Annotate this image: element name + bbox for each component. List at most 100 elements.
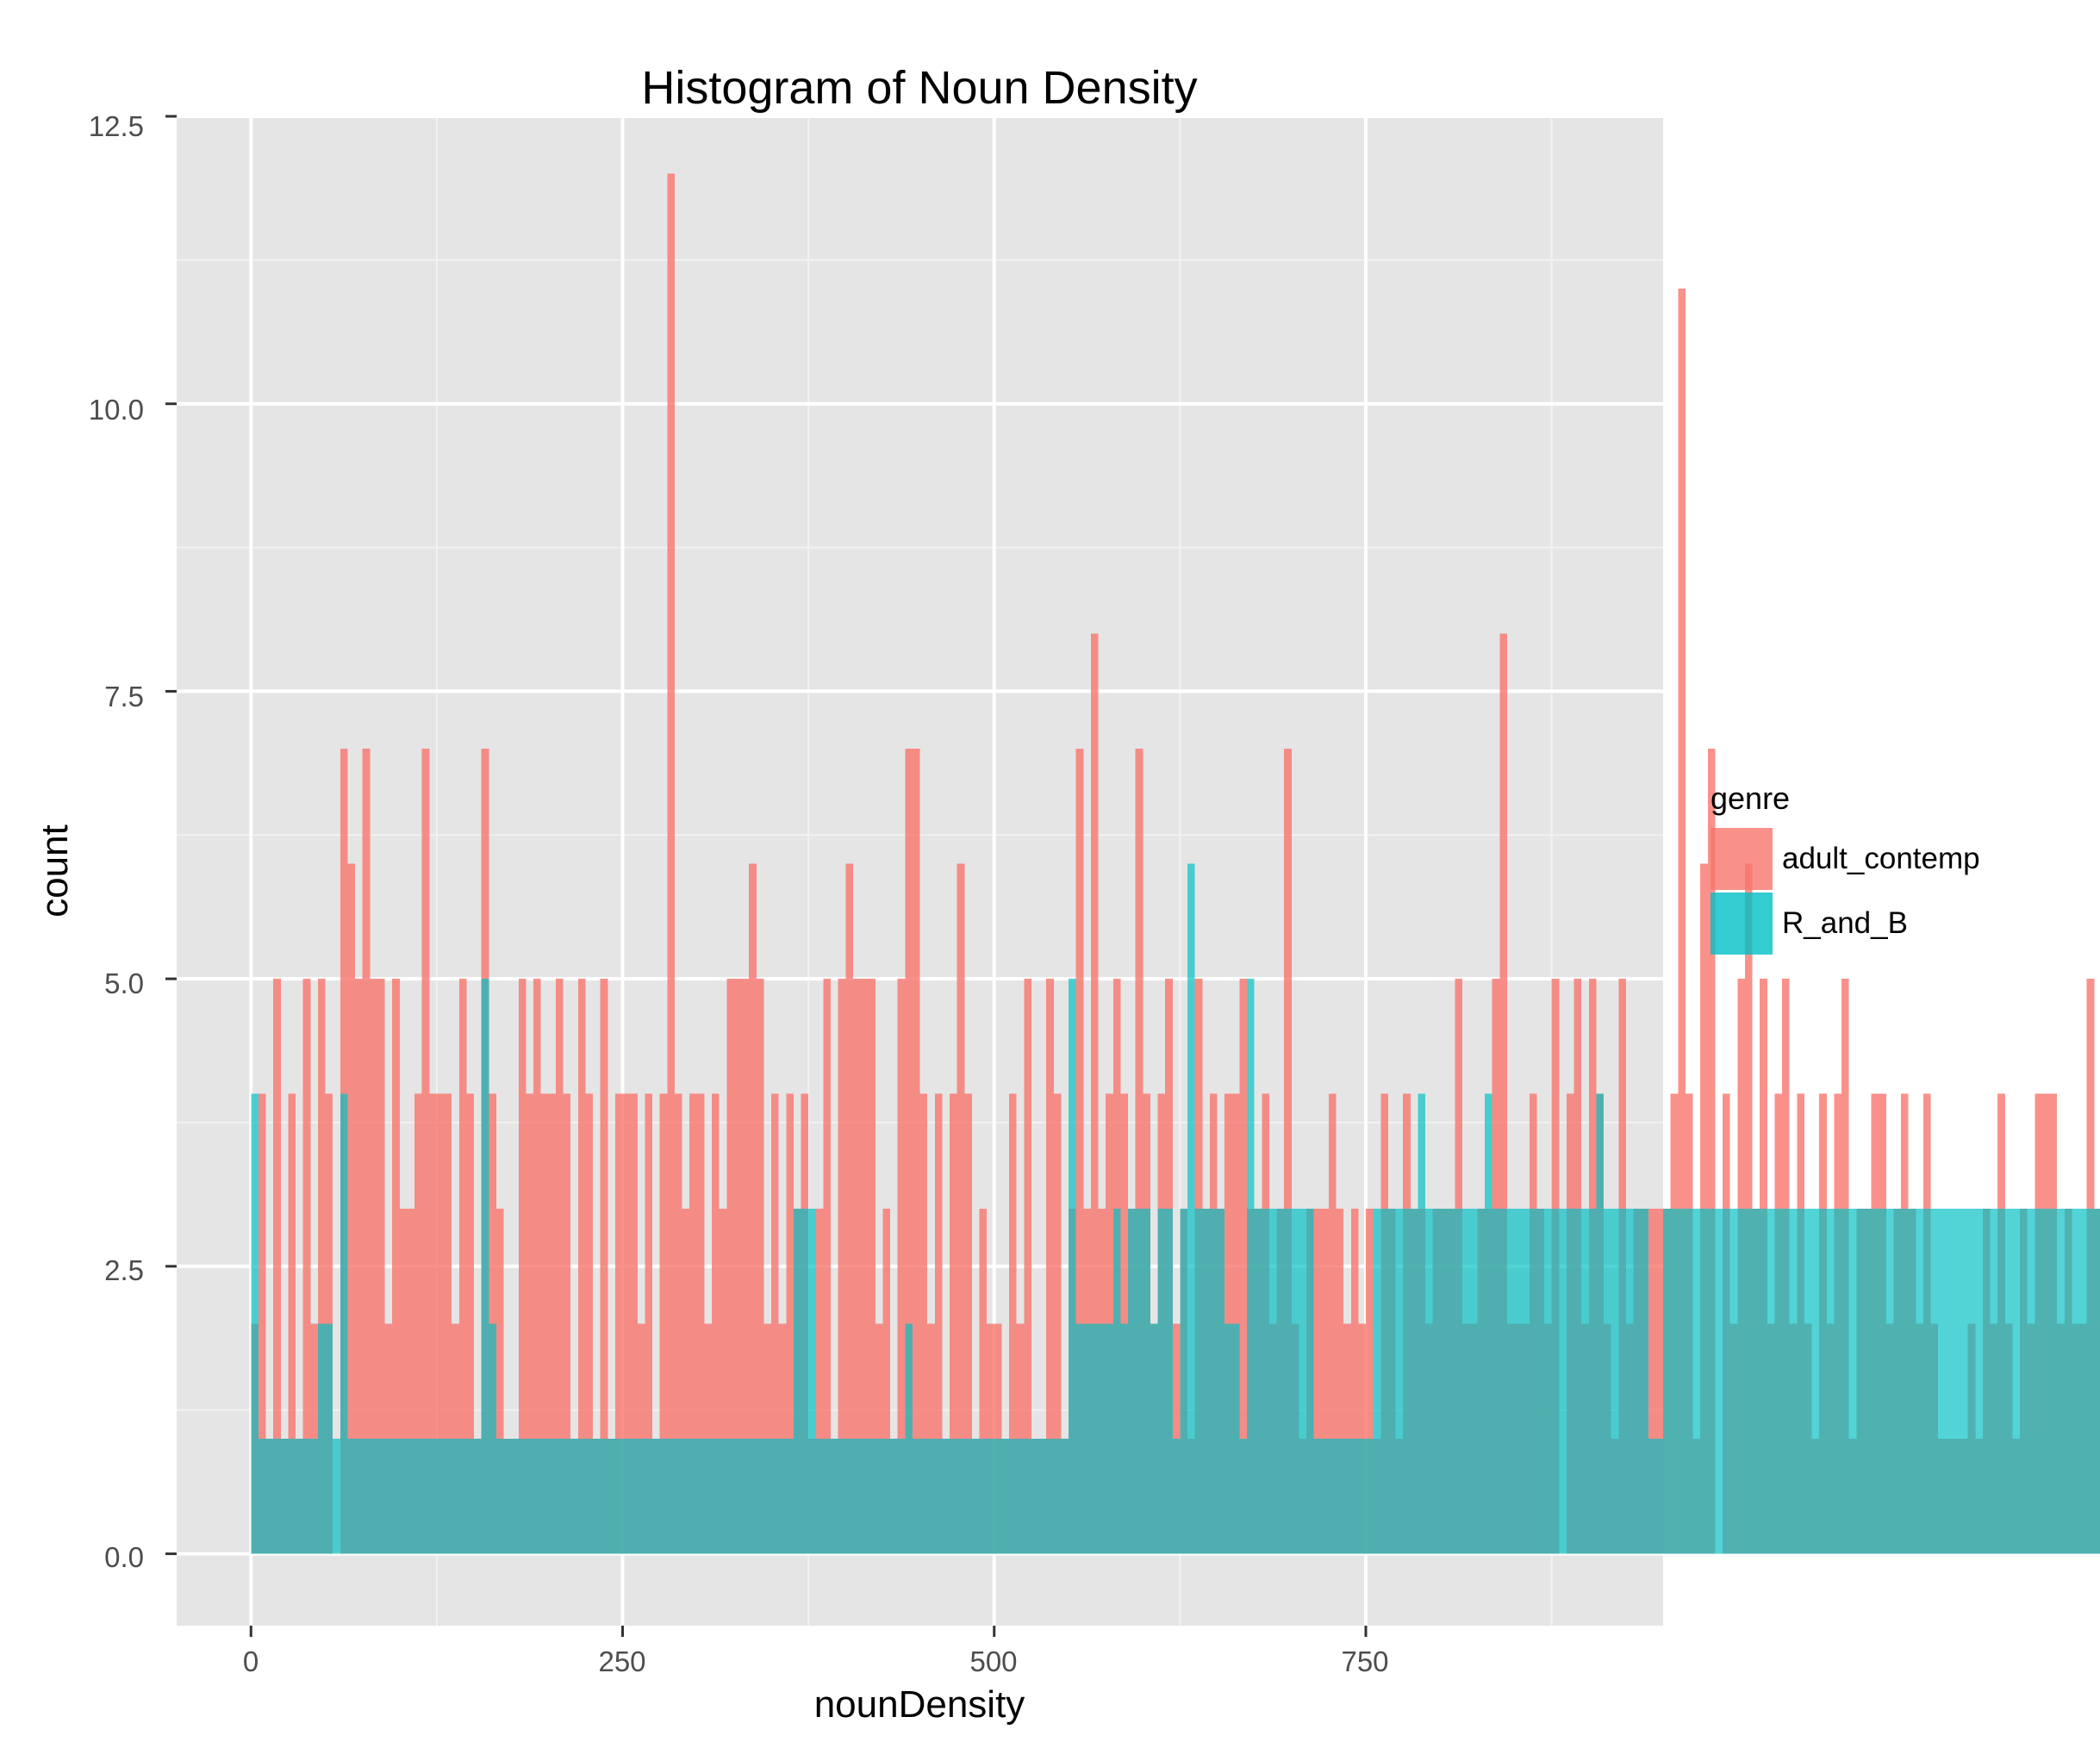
r-and-b-bar bbox=[1425, 1209, 1433, 1554]
r-and-b-bar bbox=[444, 1439, 452, 1554]
r-and-b-bar bbox=[1217, 1209, 1225, 1554]
r-and-b-bar bbox=[585, 1439, 593, 1554]
r-and-b-bar bbox=[288, 1439, 296, 1554]
r-and-b-bar bbox=[808, 1209, 816, 1554]
x-tick-label-0: 0 bbox=[243, 1645, 259, 1677]
r-and-b-bar bbox=[726, 1439, 734, 1554]
r-and-b-bar bbox=[1268, 1209, 1277, 1554]
adult-contemp-bar bbox=[466, 1093, 474, 1554]
r-and-b-bar bbox=[495, 1439, 504, 1554]
r-and-b-bar bbox=[1194, 1209, 1203, 1554]
r-and-b-bar bbox=[882, 1439, 890, 1554]
r-and-b-bar bbox=[1826, 1209, 1835, 1554]
r-and-b-bar bbox=[1960, 1209, 1968, 1554]
adult-contemp-bar bbox=[258, 1093, 266, 1554]
legend-label-adult-contemp: adult_contemp bbox=[1782, 842, 1980, 875]
r-and-b-bar bbox=[682, 1439, 690, 1554]
r-and-b-bar bbox=[1804, 1209, 1812, 1554]
adult-contemp-bar bbox=[934, 1093, 943, 1554]
r-and-b-bar bbox=[1239, 1439, 1247, 1554]
r-and-b-bar bbox=[1997, 1209, 2005, 1554]
r-and-b-bar bbox=[1514, 1209, 1523, 1554]
r-and-b-bar bbox=[1224, 1323, 1232, 1554]
r-and-b-bar bbox=[1611, 1209, 1619, 1554]
adult-contemp-bar bbox=[1135, 749, 1143, 1554]
r-and-b-bar bbox=[645, 1439, 652, 1554]
r-and-b-bar bbox=[712, 1439, 720, 1554]
r-and-b-bar bbox=[823, 1439, 831, 1554]
r-and-b-bar bbox=[563, 1439, 571, 1554]
r-and-b-bar bbox=[355, 1439, 363, 1554]
r-and-b-bar bbox=[452, 1439, 459, 1554]
r-and-b-bar bbox=[2064, 1209, 2072, 1554]
adult-contemp-bar bbox=[355, 979, 363, 1554]
r-and-b-bar bbox=[845, 1439, 853, 1554]
r-and-b-bar bbox=[674, 1439, 682, 1554]
r-and-b-bar bbox=[2020, 1209, 2028, 1554]
r-and-b-bar bbox=[1930, 1209, 1939, 1554]
adult-contemp-bar bbox=[1284, 749, 1292, 1554]
r-and-b-bar bbox=[1009, 1439, 1017, 1554]
r-and-b-bar bbox=[1848, 1209, 1857, 1554]
r-and-b-bar bbox=[934, 1439, 943, 1554]
adult-contemp-bar bbox=[1350, 1209, 1359, 1554]
r-and-b-bar bbox=[384, 1439, 393, 1554]
r-and-b-bar bbox=[1559, 1209, 1567, 1554]
r-and-b-bar bbox=[1885, 1209, 1894, 1554]
r-and-b-bar bbox=[2027, 1209, 2035, 1554]
r-and-b-bar bbox=[317, 1323, 326, 1554]
r-and-b-bar bbox=[2086, 1209, 2095, 1554]
r-and-b-bar bbox=[778, 1439, 787, 1554]
r-and-b-bar bbox=[1901, 1209, 1909, 1554]
r-and-b-bar bbox=[1247, 979, 1255, 1554]
r-and-b-bar bbox=[1306, 1209, 1314, 1554]
adult-contemp-bar bbox=[392, 979, 400, 1554]
r-and-b-bar bbox=[860, 1439, 869, 1554]
r-and-b-bar bbox=[1834, 1209, 1841, 1554]
r-and-b-bar bbox=[1797, 1209, 1804, 1554]
r-and-b-bar bbox=[987, 1439, 994, 1554]
r-and-b-bar bbox=[927, 1439, 935, 1554]
r-and-b-bar bbox=[1477, 1209, 1485, 1554]
adult-contemp-bar bbox=[1313, 1209, 1322, 1554]
r-and-b-bar bbox=[1202, 1209, 1210, 1554]
r-and-b-bar bbox=[1752, 1209, 1760, 1554]
r-and-b-bar bbox=[852, 1439, 861, 1554]
r-and-b-bar bbox=[1967, 1209, 1976, 1554]
adult-contemp-bar bbox=[689, 1093, 697, 1554]
r-and-b-bar bbox=[1440, 1209, 1448, 1554]
r-and-b-bar bbox=[1462, 1209, 1470, 1554]
r-and-b-bar bbox=[2041, 1209, 2050, 1554]
r-and-b-bar bbox=[540, 1439, 549, 1554]
r-and-b-bar bbox=[868, 1439, 876, 1554]
adult-contemp-bar bbox=[273, 979, 281, 1554]
r-and-b-bar bbox=[1106, 1323, 1113, 1554]
r-and-b-bar bbox=[1975, 1209, 1983, 1554]
r-and-b-bar bbox=[964, 1439, 972, 1554]
r-and-b-bar bbox=[1522, 1209, 1530, 1554]
r-and-b-bar bbox=[1343, 1439, 1351, 1554]
r-and-b-bar bbox=[756, 1439, 764, 1554]
r-and-b-bar bbox=[942, 1439, 950, 1554]
r-and-b-bar bbox=[2004, 1209, 2013, 1554]
r-and-b-bar bbox=[474, 1439, 482, 1554]
r-and-b-bar bbox=[1492, 1209, 1500, 1554]
r-and-b-bar bbox=[1506, 1209, 1515, 1554]
adult-contemp-bar bbox=[1336, 1209, 1344, 1554]
r-and-b-bar bbox=[957, 1439, 965, 1554]
r-and-b-bar bbox=[733, 1439, 742, 1554]
x-tick-label-3: 750 bbox=[1341, 1645, 1388, 1677]
y-tick-label-5: 12.5 bbox=[89, 110, 144, 142]
adult-contemp-bar bbox=[421, 749, 430, 1554]
adult-contemp-bar bbox=[712, 1093, 720, 1554]
r-and-b-bar bbox=[280, 1439, 289, 1554]
r-and-b-bar bbox=[2035, 1209, 2042, 1554]
adult-contemp-bar bbox=[667, 173, 675, 1554]
r-and-b-bar bbox=[325, 1323, 333, 1554]
adult-contemp-bar bbox=[823, 979, 831, 1554]
r-and-b-bar bbox=[815, 1439, 824, 1554]
r-and-b-bar bbox=[533, 1439, 541, 1554]
x-axis-title: nounDensity bbox=[814, 1683, 1025, 1726]
y-axis-title: count bbox=[34, 824, 76, 918]
r-and-b-bar bbox=[1380, 1209, 1388, 1554]
